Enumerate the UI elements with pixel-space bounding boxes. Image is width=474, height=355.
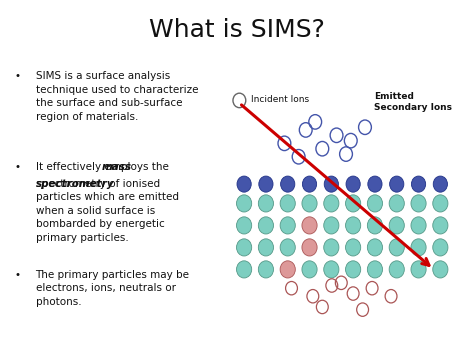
Circle shape (258, 195, 273, 212)
Circle shape (389, 195, 404, 212)
Circle shape (389, 217, 404, 234)
Circle shape (389, 261, 404, 278)
Circle shape (324, 239, 339, 256)
Circle shape (280, 217, 295, 234)
Text: Emitted
Secondary Ions: Emitted Secondary Ions (374, 92, 453, 112)
Text: spectrometry: spectrometry (36, 179, 114, 189)
Text: spectrometry of ionised
particles which are emitted
when a solid surface is
bomb: spectrometry of ionised particles which … (36, 179, 179, 243)
Circle shape (367, 239, 383, 256)
Circle shape (258, 239, 273, 256)
Text: mass: mass (102, 162, 132, 171)
Circle shape (411, 261, 426, 278)
Circle shape (433, 176, 447, 192)
Circle shape (411, 195, 426, 212)
Circle shape (433, 217, 448, 234)
Circle shape (258, 217, 273, 234)
Circle shape (433, 239, 448, 256)
Text: It effectively employs the: It effectively employs the (36, 162, 172, 171)
Circle shape (302, 176, 317, 192)
Circle shape (367, 261, 383, 278)
Circle shape (237, 195, 252, 212)
Circle shape (367, 195, 383, 212)
Circle shape (237, 217, 252, 234)
Circle shape (367, 217, 383, 234)
Circle shape (280, 239, 295, 256)
Circle shape (259, 176, 273, 192)
Circle shape (324, 261, 339, 278)
Circle shape (346, 195, 361, 212)
Circle shape (302, 217, 317, 234)
Circle shape (237, 239, 252, 256)
Circle shape (237, 261, 252, 278)
Text: •: • (14, 162, 20, 171)
Circle shape (368, 176, 382, 192)
Circle shape (411, 176, 426, 192)
Circle shape (411, 239, 426, 256)
Text: Incident Ions: Incident Ions (251, 94, 310, 104)
Text: What is SIMS?: What is SIMS? (149, 18, 325, 42)
Text: •: • (14, 270, 20, 280)
Text: SIMS is a surface analysis
technique used to characterize
the surface and sub-su: SIMS is a surface analysis technique use… (36, 71, 198, 122)
Circle shape (346, 217, 361, 234)
Circle shape (280, 261, 295, 278)
Circle shape (346, 261, 361, 278)
Circle shape (346, 176, 360, 192)
Circle shape (411, 217, 426, 234)
Circle shape (302, 239, 317, 256)
Circle shape (258, 261, 273, 278)
Circle shape (346, 239, 361, 256)
Circle shape (233, 93, 246, 108)
Circle shape (433, 195, 448, 212)
Text: The primary particles may be
electrons, ions, neutrals or
photons.: The primary particles may be electrons, … (36, 270, 190, 307)
Circle shape (389, 239, 404, 256)
Circle shape (281, 176, 295, 192)
Circle shape (433, 261, 448, 278)
Circle shape (390, 176, 404, 192)
Circle shape (324, 217, 339, 234)
Circle shape (324, 195, 339, 212)
Circle shape (324, 176, 338, 192)
Circle shape (237, 176, 251, 192)
Circle shape (302, 195, 317, 212)
Circle shape (280, 195, 295, 212)
Text: •: • (14, 71, 20, 81)
Circle shape (302, 261, 317, 278)
